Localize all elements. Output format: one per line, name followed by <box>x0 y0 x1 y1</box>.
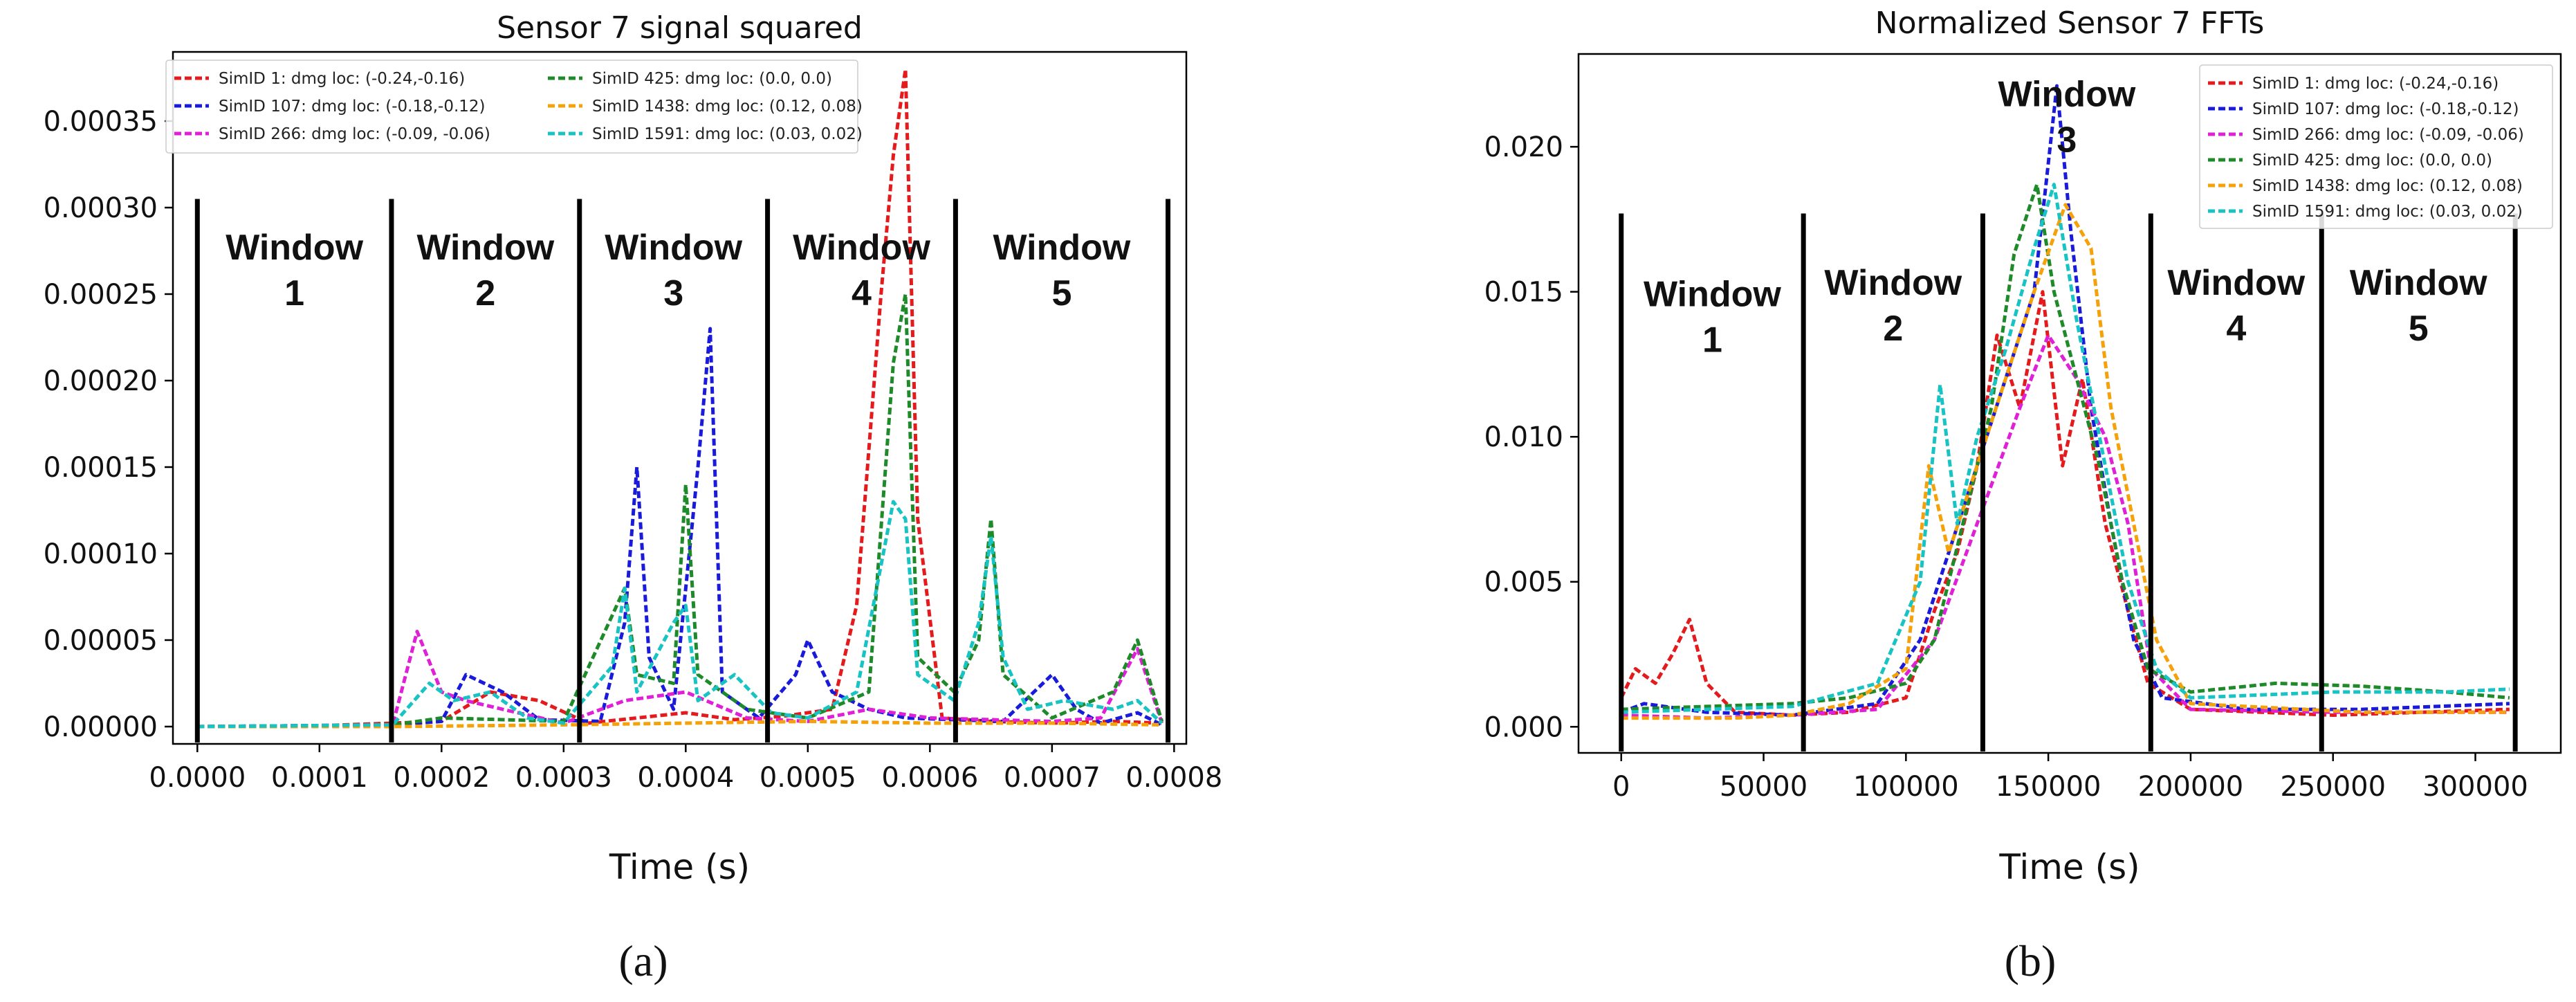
legend-entry: SimID 425: dmg loc: (0.0, 0.0) <box>592 70 832 88</box>
window-label-2: Window 2 <box>416 228 554 313</box>
x-axis-label: Time (s) <box>1998 847 2140 887</box>
legend-entry: SimID 425: dmg loc: (0.0, 0.0) <box>2252 152 2492 170</box>
series-line-3 <box>197 292 1164 729</box>
series-group <box>197 67 1164 729</box>
x-tick-label: 50000 <box>1720 771 1807 803</box>
legend-entry: SimID 1591: dmg loc: (0.03, 0.02) <box>2252 203 2523 221</box>
x-tick-label: 0.0005 <box>760 762 856 794</box>
legend-box <box>2199 64 2553 229</box>
x-tick-label: 250000 <box>2280 771 2386 803</box>
x-tick-label: 0.0002 <box>393 762 490 794</box>
x-tick-label: 0.0000 <box>149 762 246 794</box>
y-tick-label: 0.00010 <box>44 538 158 570</box>
window-label-4: Window 4 <box>793 228 930 313</box>
window-label-2: Window 2 <box>1824 263 1962 349</box>
x-tick-label: 0.0001 <box>271 762 368 794</box>
x-tick-label: 0.0007 <box>1004 762 1101 794</box>
y-tick-label: 0.000 <box>1484 711 1563 743</box>
window-label-3: Window 3 <box>605 228 742 313</box>
chart-panel-b: Normalized Sensor 7 FFTs 0.000 0.005 0.010 0… <box>1484 6 2562 985</box>
y-tick-label: 0.00015 <box>44 452 158 484</box>
chart-title: Normalized Sensor 7 FFTs <box>1875 6 2265 41</box>
legend: SimID 1: dmg loc: (-0.24,-0.16) SimID 107… <box>2199 64 2553 229</box>
plot-frame <box>1577 53 2562 754</box>
series-line-5 <box>1621 183 2510 714</box>
x-tick-label: 150000 <box>1996 771 2101 803</box>
series-group <box>1619 84 2510 720</box>
legend-entry: SimID 266: dmg loc: (-0.09, -0.06) <box>219 125 490 143</box>
window-label-1: Window 1 <box>1644 275 1781 361</box>
window-label-5: Window 5 <box>993 228 1131 313</box>
x-tick-label: 0.0006 <box>881 762 978 794</box>
legend-entry: SimID 1591: dmg loc: (0.03, 0.02) <box>592 125 863 143</box>
x-tick-label: 200000 <box>2138 771 2244 803</box>
y-tick-label: 0.00030 <box>44 192 158 224</box>
y-tick-label: 0.005 <box>1484 567 1563 599</box>
series-line-0 <box>1619 290 2510 717</box>
series-line-2 <box>197 630 1164 729</box>
chart-title: Sensor 7 signal squared <box>497 10 863 46</box>
window-label-1: Window 1 <box>226 228 363 313</box>
y-tick-label: 0.020 <box>1484 131 1563 163</box>
y-tick-label: 0.00020 <box>44 365 158 397</box>
series-line-0 <box>197 67 1162 729</box>
x-tick-label: 0.0004 <box>637 762 734 794</box>
x-tick-label: 0 <box>1612 771 1630 803</box>
window-label-5: Window 5 <box>2350 263 2487 349</box>
legend-entry: SimID 1438: dmg loc: (0.12, 0.08) <box>592 98 863 116</box>
panel-label: (a) <box>618 936 668 985</box>
y-tick-label: 0.00005 <box>44 625 158 657</box>
window-label-4: Window 4 <box>2167 263 2305 349</box>
legend-entry: SimID 1: dmg loc: (-0.24,-0.16) <box>219 70 465 88</box>
y-tick-label: 0.00025 <box>44 279 158 311</box>
x-tick-label: 300000 <box>2422 771 2528 803</box>
legend-box <box>165 60 858 154</box>
y-tick-label: 0.015 <box>1484 277 1563 309</box>
plot-frame <box>172 51 1188 745</box>
y-tick-label: 0.00035 <box>44 106 158 138</box>
x-tick-label: 100000 <box>1853 771 1959 803</box>
series-line-3 <box>1621 183 2510 711</box>
x-tick-label: 0.0003 <box>515 762 612 794</box>
series-line-4 <box>197 720 1162 729</box>
legend-entry: SimID 1438: dmg loc: (0.12, 0.08) <box>2252 177 2523 195</box>
chart-panel-a: Sensor 7 signal squared 0.00000 0.00005 0.0… <box>44 10 1223 985</box>
series-line-1 <box>197 327 1163 729</box>
legend-entry: SimID 107: dmg loc: (-0.18,-0.12) <box>219 98 486 116</box>
series-line-5 <box>197 500 1163 729</box>
window-label-3: Window 3 <box>1998 74 2135 160</box>
legend-entry: SimID 1: dmg loc: (-0.24,-0.16) <box>2252 75 2499 93</box>
legend-entry: SimID 107: dmg loc: (-0.18,-0.12) <box>2252 100 2519 118</box>
y-tick-label: 0.010 <box>1484 421 1563 453</box>
panel-label: (b) <box>2005 936 2057 985</box>
series-line-2 <box>1621 334 2510 720</box>
series-line-4 <box>1621 203 2510 720</box>
x-tick-label: 0.0008 <box>1125 762 1222 794</box>
legend-entry: SimID 266: dmg loc: (-0.09, -0.06) <box>2252 126 2524 144</box>
legend: SimID 1: dmg loc: (-0.24,-0.16) SimID 107… <box>165 60 863 154</box>
x-axis-label: Time (s) <box>609 847 750 887</box>
y-tick-label: 0.00000 <box>44 711 158 743</box>
